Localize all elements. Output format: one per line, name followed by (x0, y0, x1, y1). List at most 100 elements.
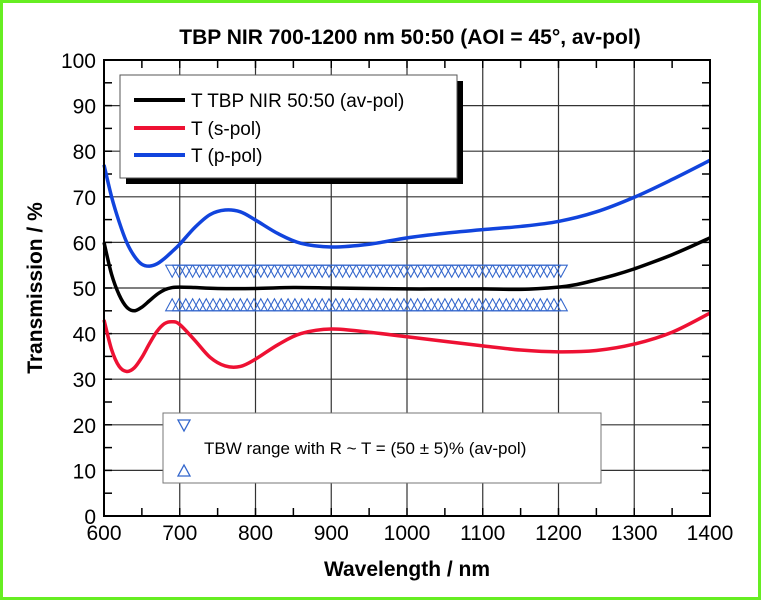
marker-triangle-down (362, 264, 378, 279)
chart-title: TBP NIR 700-1200 nm 50:50 (AOI = 45°, av… (179, 26, 640, 49)
legend-item: T (p-pol) (134, 146, 262, 167)
marker-triangle-up (342, 297, 357, 312)
marker-triangle-down (260, 264, 276, 279)
marker-triangle-up (505, 297, 521, 312)
marker-triangle-down (437, 264, 453, 279)
series-av-pol (102, 236, 711, 313)
marker-triangle-down (205, 264, 221, 279)
x-tick-label: 800 (238, 522, 273, 545)
triangle-up-icon (176, 463, 192, 477)
marker-triangle-down (430, 264, 446, 279)
marker-triangle-up (498, 297, 514, 312)
x-tick-label: 1400 (687, 522, 734, 545)
marker-triangle-up (267, 297, 282, 312)
marker-triangle-up (198, 297, 214, 312)
marker-triangle-up (301, 297, 316, 312)
marker-triangle-down (491, 264, 507, 279)
legend-label-p-pol: T (p-pol) (191, 146, 262, 167)
marker-triangle-up (423, 297, 439, 312)
marker-triangle-down (444, 264, 460, 279)
marker-triangle-down (498, 264, 514, 279)
marker-triangle-up (485, 297, 501, 312)
marker-triangle-down (519, 264, 535, 279)
marker-triangle-up (389, 297, 405, 312)
marker-triangle-down (273, 264, 289, 279)
marker-triangle-up (464, 297, 480, 312)
marker-triangle-down (410, 264, 426, 279)
marker-triangle-down (226, 264, 241, 279)
marker-triangle-down (478, 264, 494, 279)
marker-triangle-up (335, 297, 351, 312)
marker-triangle-down (335, 264, 351, 279)
marker-triangle-up (355, 297, 371, 312)
marker-triangle-down (192, 264, 207, 279)
legend-item: T (s-pol) (134, 119, 261, 140)
y-tick-label: 10 (73, 460, 96, 483)
legend: T TBP NIR 50:50 (av-pol) T (s-pol) T (p-… (119, 74, 463, 184)
marker-triangle-down (423, 264, 439, 279)
marker-triangle-up (430, 297, 446, 312)
marker-triangle-up (437, 297, 453, 312)
marker-triangle-up (512, 297, 528, 312)
marker-triangle-down (389, 264, 405, 279)
marker-triangle-down (239, 264, 255, 279)
series-s-pol (102, 311, 711, 374)
y-tick-label: 40 (73, 324, 96, 347)
x-tick-label: 1200 (535, 522, 582, 545)
marker-triangle-up (192, 297, 207, 312)
y-tick-label: 90 (73, 96, 96, 119)
marker-triangle-down (301, 264, 316, 279)
marker-triangle-down (505, 264, 521, 279)
marker-triangle-up (260, 297, 276, 312)
marker-triangle-up (526, 297, 541, 312)
marker-triangle-down (314, 264, 330, 279)
marker-triangle-down (280, 264, 296, 279)
x-tick-label: 900 (314, 522, 349, 545)
marker-triangle-up (396, 297, 412, 312)
marker-triangle-up (451, 297, 466, 312)
marker-triangle-up (382, 297, 398, 312)
marker-triangle-up (369, 297, 385, 312)
marker-triangle-up (491, 297, 507, 312)
marker-triangle-down (348, 264, 364, 279)
marker-triangle-down (294, 264, 310, 279)
tbw-range-markers (164, 264, 569, 312)
y-tick-label: 0 (84, 506, 96, 529)
y-tick-label: 30 (73, 369, 96, 392)
marker-triangle-up (164, 297, 180, 312)
marker-triangle-down (416, 264, 432, 279)
marker-triangle-down (307, 264, 323, 279)
marker-triangle-up (532, 297, 548, 312)
marker-triangle-down (355, 264, 371, 279)
marker-triangle-down (232, 264, 248, 279)
marker-triangle-up (457, 297, 473, 312)
marker-triangle-down (485, 264, 501, 279)
marker-triangle-down (178, 264, 194, 279)
x-tick-label: 1300 (611, 522, 658, 545)
marker-triangle-down (171, 264, 187, 279)
legend-label-s-pol: T (s-pol) (191, 119, 261, 140)
marker-triangle-up (253, 297, 269, 312)
marker-triangle-down (321, 264, 337, 279)
marker-triangle-up (178, 297, 194, 312)
marker-triangle-up (294, 297, 310, 312)
tbw-legend: TBW range with R ~ T = (50 ± 5)% (av-pol… (162, 412, 602, 484)
marker-triangle-down (185, 264, 201, 279)
x-tick-labels: 600 700 800 900 1000 1100 1200 1300 1400 (86, 522, 733, 545)
y-axis-label: Transmission / % (24, 202, 47, 374)
marker-triangle-up (287, 297, 303, 312)
marker-triangle-up (471, 297, 487, 312)
marker-triangle-down (526, 264, 541, 279)
marker-triangle-down (267, 264, 282, 279)
x-axis-label: Wavelength / nm (324, 558, 490, 581)
marker-triangle-up (348, 297, 364, 312)
marker-triangle-up (273, 297, 289, 312)
x-tick-label: 700 (162, 522, 197, 545)
series-group (102, 158, 711, 374)
marker-triangle-down (342, 264, 357, 279)
y-tick-labels: 0 10 20 30 40 50 60 70 80 90 100 (61, 50, 96, 529)
marker-triangle-down (212, 264, 228, 279)
x-tick-label: 1000 (384, 522, 431, 545)
marker-triangle-down (396, 264, 412, 279)
marker-triangle-up (219, 297, 235, 312)
